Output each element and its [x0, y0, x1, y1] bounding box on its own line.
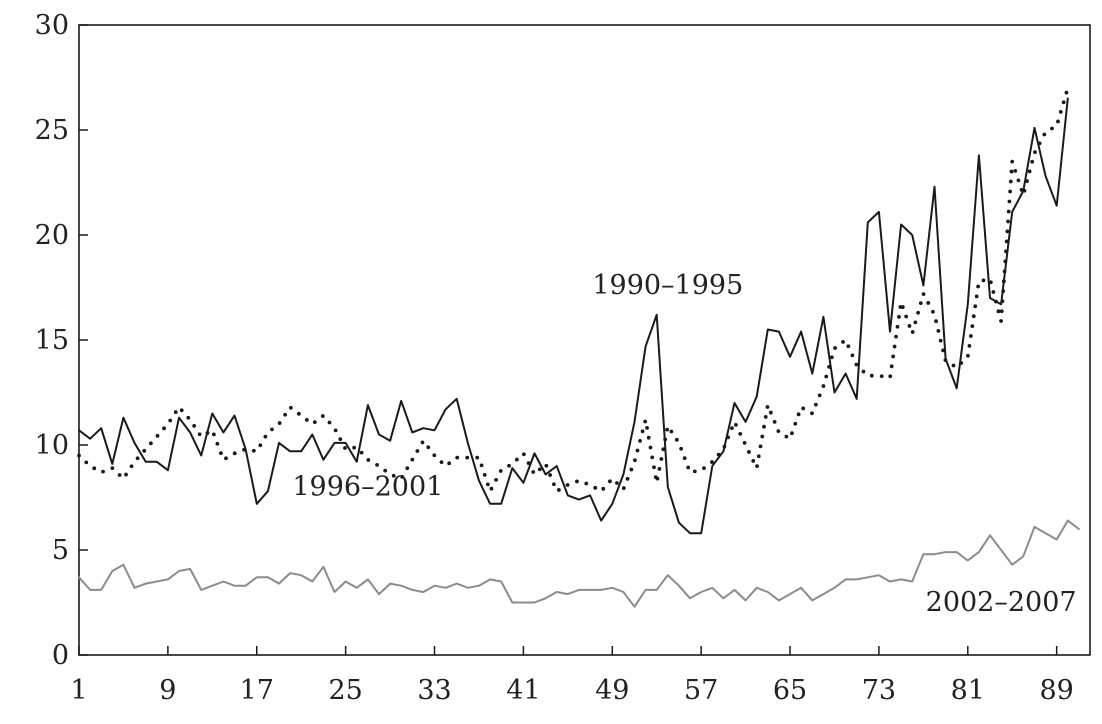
series-labels: 1990–1995 1996–2001 2002–2007	[292, 270, 1076, 618]
x-tick-label: 17	[240, 675, 274, 706]
x-tick-label: 1	[70, 675, 87, 706]
y-tick-label: 10	[35, 430, 69, 461]
y-tick-label: 15	[35, 325, 69, 356]
x-axis: 1 9 17 25 33 41 49 57 65 73 81 89	[70, 646, 1074, 706]
y-axis: 0 5 10 15 20 25 30	[35, 10, 88, 671]
x-tick-label: 25	[328, 675, 362, 706]
plot-border	[78, 24, 1091, 656]
series-line-2	[77, 86, 1070, 494]
y-tick-label: 30	[35, 10, 69, 41]
x-tick-label: 89	[1039, 675, 1073, 706]
y-tick-label: 0	[52, 640, 69, 671]
x-tick-label: 57	[684, 675, 718, 706]
series-lines	[77, 86, 1080, 608]
y-tick-label: 25	[35, 115, 69, 146]
x-tick-label: 81	[951, 675, 985, 706]
series-label-1: 1990–1995	[592, 270, 743, 301]
x-tick-label: 49	[595, 675, 629, 706]
x-tick-label: 33	[417, 675, 451, 706]
series-label-2: 1996–2001	[292, 471, 443, 502]
y-tick-label: 5	[52, 535, 69, 566]
plot-frame	[78, 24, 1091, 656]
x-tick-label: 65	[773, 675, 807, 706]
series-line-3	[78, 519, 1080, 608]
series-line-1	[78, 97, 1069, 535]
x-tick-label: 41	[506, 675, 540, 706]
series-label-3: 2002–2007	[926, 587, 1077, 618]
y-tick-label: 20	[35, 220, 69, 251]
x-tick-label: 73	[862, 675, 896, 706]
x-tick-label: 9	[159, 675, 176, 706]
